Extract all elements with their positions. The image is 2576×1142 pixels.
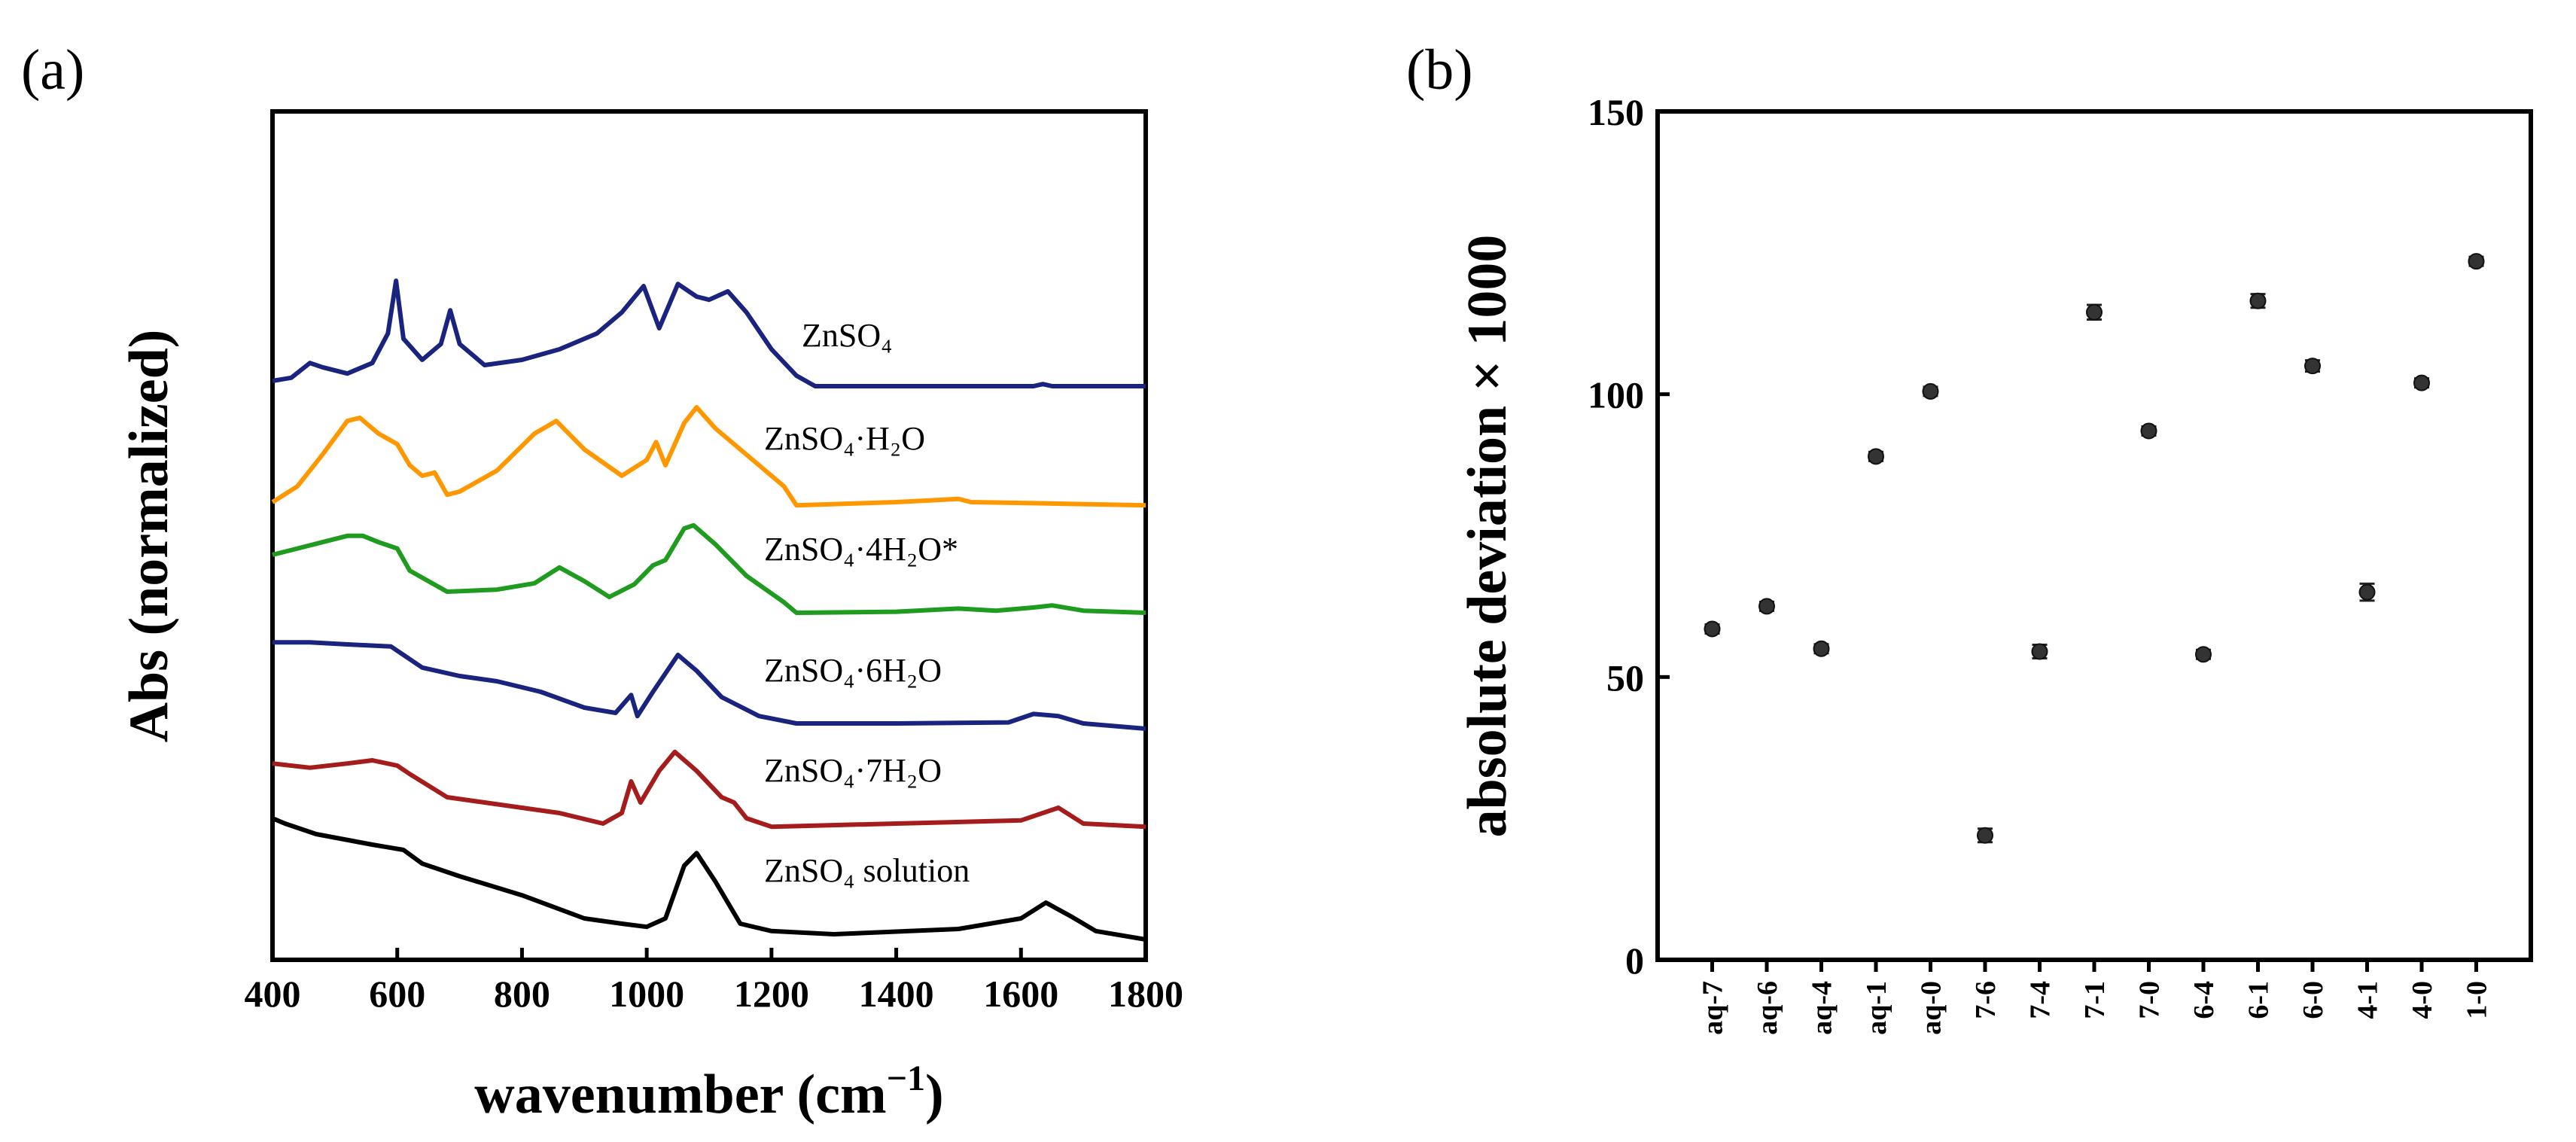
panel-b-y-axis-title: absolute deviation × 1000: [1457, 235, 1518, 838]
y-tick-label: 150: [1588, 91, 1644, 133]
data-point-7-0: [2140, 422, 2157, 440]
spectrum-label-0: ZnSO₄: [802, 317, 892, 354]
category-label: aq-7: [1698, 981, 1729, 1035]
x-tick-label: 1000: [609, 973, 684, 1015]
data-point-4-0: [2413, 374, 2430, 391]
category-label: 4-0: [2407, 981, 2438, 1019]
category-label: 7-0: [2134, 981, 2166, 1019]
x-axis-title-close: ): [925, 1064, 944, 1125]
y-tick-label: 0: [1625, 939, 1644, 982]
spectrum-line-0: [272, 279, 1146, 388]
data-point-aq-0: [1922, 382, 1939, 400]
panel-a-spectra: [271, 279, 1146, 942]
category-label: 6-1: [2243, 981, 2275, 1019]
spectrum-line-5: [271, 816, 1146, 942]
x-axis-title-exponent: −1: [887, 1058, 925, 1098]
category-label: aq-6: [1752, 981, 1783, 1035]
panel-a-x-axis-title: wavenumber (cm−1): [474, 1058, 943, 1125]
x-axis-title-text: wavenumber (cm: [474, 1064, 886, 1125]
x-tick-label: 400: [245, 973, 301, 1015]
data-point-4-1: [2358, 583, 2376, 601]
category-label: 6-0: [2297, 981, 2329, 1019]
category-label: 7-1: [2079, 981, 2111, 1019]
spectrum-line-1: [271, 405, 1146, 508]
panel-a-spectrum-labels: ZnSO₄ ZnSO₄·H₂O ZnSO₄·4H₂O* ZnSO₄·6H₂O ZnSO₄…: [764, 317, 970, 889]
category-label: 7-4: [2025, 981, 2057, 1019]
spectrum-line-2: [272, 522, 1146, 615]
data-point-7-4: [2031, 643, 2048, 660]
x-tick-label: 1400: [859, 973, 934, 1015]
data-point-7-6: [1977, 827, 1993, 844]
x-tick-label: 600: [369, 973, 425, 1015]
y-tick-label: 100: [1588, 374, 1644, 416]
category-label: aq-0: [1916, 981, 1947, 1035]
x-tick-label: 1200: [734, 973, 809, 1015]
x-tick-label: 1600: [983, 973, 1058, 1015]
spectrum-label-1: ZnSO₄·H₂O: [764, 420, 925, 457]
panel-b-plot-frame: [1655, 109, 2533, 962]
category-label: 4-1: [2352, 981, 2384, 1019]
data-point-1-0: [2468, 253, 2485, 270]
panel-a-x-tick-labels: 400 600 800 1000 1200 1400 1600 1800: [245, 973, 1184, 1015]
category-label: 6-4: [2188, 981, 2220, 1019]
panel-b-category-labels: aq-7 aq-6 aq-4 aq-1 aq-0 7-6 7-4 7-1 7-0 6-4 6-1 6-…: [1698, 981, 2493, 1035]
panel-a-y-axis-title: Abs (normalized): [118, 330, 180, 743]
panel-a-plot-frame: [270, 109, 1148, 962]
data-point-6-4: [2195, 646, 2212, 663]
data-point-7-1: [2086, 303, 2103, 321]
spectrum-label-3: ZnSO₄·6H₂O: [764, 652, 942, 689]
panel-a: (a) 400 600 800 1000 1200 1400 1600 1800 ZnSO₄Z…: [21, 38, 1183, 1125]
spectrum-label-5: ZnSO₄ solution: [764, 852, 970, 889]
panel-b-label: (b): [1406, 38, 1473, 102]
panel-b-data-points: [1704, 253, 2485, 844]
panel-b-y-ticks: [1658, 109, 1670, 962]
x-tick-label: 1800: [1108, 973, 1183, 1015]
category-label: aq-4: [1807, 981, 1838, 1035]
panel-b: (b) 0 50 100 150 aq-7 aq-6 aq-4 aq-1 aq-0 7-6 7-4…: [1406, 38, 2533, 1035]
data-point-aq-7: [1704, 620, 1721, 638]
panel-a-x-ticks: [270, 948, 1148, 960]
spectrum-label-4: ZnSO₄·7H₂O: [764, 752, 942, 789]
data-point-6-0: [2304, 358, 2321, 375]
data-point-aq-4: [1813, 640, 1830, 657]
panel-a-label: (a): [21, 38, 84, 102]
category-label: 1-0: [2462, 981, 2493, 1019]
data-point-aq-1: [1868, 448, 1884, 465]
category-label: aq-1: [1861, 981, 1892, 1035]
data-point-6-1: [2249, 292, 2267, 309]
panel-b-y-tick-labels: 0 50 100 150: [1588, 91, 1644, 982]
spectrum-line-3: [273, 640, 1146, 731]
x-tick-label: 800: [494, 973, 550, 1015]
spectrum-line-4: [272, 749, 1146, 830]
y-tick-label: 50: [1606, 656, 1644, 699]
spectrum-label-2: ZnSO₄·4H₂O*: [764, 531, 958, 568]
panel-b-x-ticks: [1710, 960, 2478, 972]
category-label: 7-6: [1970, 981, 2002, 1019]
data-point-aq-6: [1758, 598, 1775, 615]
